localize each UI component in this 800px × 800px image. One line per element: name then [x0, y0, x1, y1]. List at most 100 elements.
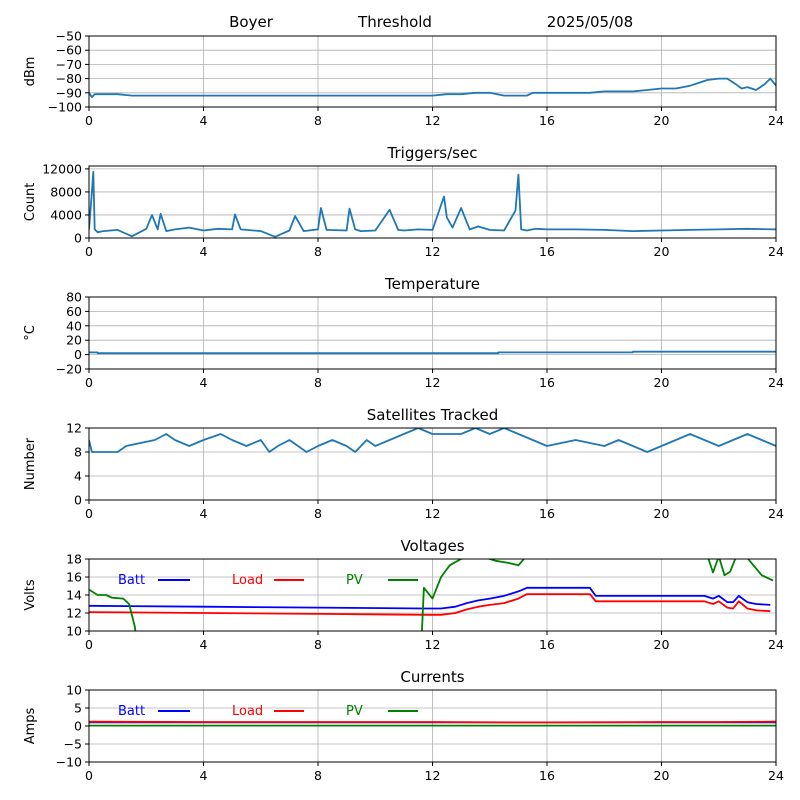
- temperature-ytick-label: 40: [66, 318, 82, 333]
- voltages-ytick-label: 14: [66, 588, 82, 603]
- temperature-ytick-label: 60: [66, 304, 82, 319]
- satellites-xtick-label: 20: [654, 506, 670, 521]
- rssi-xtick-label: 12: [425, 113, 441, 128]
- temperature-ytick-label: 0: [74, 347, 82, 362]
- voltages-title: Voltages: [400, 537, 464, 555]
- voltages-legend-label-batt: Batt: [118, 573, 145, 588]
- voltages-xtick-label: 12: [425, 637, 441, 652]
- rssi-ytick-label: −60: [56, 43, 82, 58]
- triggers-xtick-label: 0: [85, 244, 93, 259]
- triggers-ytick-label: 8000: [50, 184, 82, 199]
- voltages-xtick-label: 0: [85, 637, 93, 652]
- voltages-legend-label-pv: PV: [346, 573, 363, 588]
- temperature-xtick-label: 20: [654, 375, 670, 390]
- currents-ytick-label: 10: [66, 683, 82, 698]
- currents-legend-label-pv: PV: [346, 704, 363, 719]
- satellites-xtick-label: 24: [768, 506, 784, 521]
- mode-label: Threshold: [357, 13, 432, 31]
- triggers-ytick-label: 12000: [42, 161, 82, 176]
- currents-ytick-label: 5: [74, 701, 82, 716]
- satellites-xtick-label: 8: [314, 506, 322, 521]
- triggers-ytick-label: 0: [74, 231, 82, 246]
- temperature-ytick-label: 80: [66, 290, 82, 305]
- triggers-xtick-label: 8: [314, 244, 322, 259]
- station-label: Boyer: [229, 13, 274, 31]
- voltages-ytick-label: 16: [66, 570, 82, 585]
- voltages-xtick-label: 24: [768, 637, 784, 652]
- voltages-legend-label-load: Load: [232, 573, 263, 588]
- rssi-xtick-label: 8: [314, 113, 322, 128]
- rssi-xtick-label: 16: [539, 113, 555, 128]
- satellites-ytick-label: 12: [66, 421, 82, 436]
- currents-legend-label-batt: Batt: [118, 704, 145, 719]
- currents-legend-label-load: Load: [232, 704, 263, 719]
- panel-satellites: 0 4 8 12 16 20 24 0 4 8 12 Satellites Tracked Number: [23, 406, 784, 521]
- rssi-ytick-label: −100: [48, 100, 82, 115]
- currents-ylabel: Amps: [23, 707, 38, 744]
- temperature-xtick-label: 24: [768, 375, 784, 390]
- voltages-xtick-label: 20: [654, 637, 670, 652]
- currents-xtick-label: 4: [200, 768, 208, 783]
- temperature-xtick-label: 0: [85, 375, 93, 390]
- satellites-xtick-label: 4: [200, 506, 208, 521]
- triggers-xtick-label: 20: [654, 244, 670, 259]
- voltages-ytick-label: 12: [66, 606, 82, 621]
- rssi-ytick-label: −80: [56, 71, 82, 86]
- panel-currents: 0 4 8 12 16 20 24 −10 −5 0 5 10 Currents Amps Batt Load…: [23, 668, 784, 783]
- rssi-xtick-label: 20: [654, 113, 670, 128]
- satellites-xtick-label: 0: [85, 506, 93, 521]
- satellites-title: Satellites Tracked: [367, 406, 498, 424]
- triggers-title: Triggers/sec: [387, 144, 478, 162]
- panel-rssi: 0 4 8 12 16 20 24 −100−90−80−70−60−50 dBm: [23, 29, 784, 129]
- rssi-ytick-label: −50: [56, 29, 82, 44]
- currents-xtick-label: 12: [425, 768, 441, 783]
- triggers-xtick-label: 12: [425, 244, 441, 259]
- voltages-series-load: [89, 593, 771, 616]
- temperature-ytick-label: −20: [56, 362, 82, 377]
- temperature-xtick-label: 16: [539, 375, 555, 390]
- voltages-series-pv: [89, 559, 774, 631]
- temperature-series-0: [89, 350, 776, 355]
- rssi-ytick-label: −70: [56, 57, 82, 72]
- voltages-ytick-label: 18: [66, 552, 82, 567]
- triggers-xtick-label: 4: [200, 244, 208, 259]
- satellites-xtick-label: 12: [425, 506, 441, 521]
- satellites-ylabel: Number: [23, 437, 38, 490]
- voltages-xtick-label: 8: [314, 637, 322, 652]
- satellites-xtick-label: 16: [539, 506, 555, 521]
- currents-xtick-label: 24: [768, 768, 784, 783]
- panel-voltages: 0 4 8 12 16 20 24 10 12 14 16 18 Voltages Volts Batt Lo…: [23, 537, 784, 652]
- triggers-ytick-label: 4000: [50, 207, 82, 222]
- rssi-series-0: [89, 77, 776, 98]
- satellites-series-0: [89, 428, 776, 453]
- rssi-xtick-label: 4: [200, 113, 208, 128]
- voltages-xtick-label: 16: [539, 637, 555, 652]
- temperature-title: Temperature: [384, 275, 480, 293]
- voltages-series-batt: [89, 586, 771, 610]
- currents-title: Currents: [400, 668, 464, 686]
- temperature-xtick-label: 12: [425, 375, 441, 390]
- currents-xtick-label: 8: [314, 768, 322, 783]
- triggers-xtick-label: 16: [539, 244, 555, 259]
- voltages-xtick-label: 4: [200, 637, 208, 652]
- temperature-xtick-label: 8: [314, 375, 322, 390]
- temperature-ytick-label: 20: [66, 333, 82, 348]
- currents-xtick-label: 16: [539, 768, 555, 783]
- date-label: 2025/05/08: [547, 13, 633, 31]
- voltages-ytick-label: 10: [66, 624, 82, 639]
- panel-triggers: 0 4 8 12 16 20 24 0 4000 8000 12000 Triggers/sec Cou…: [23, 144, 784, 259]
- figure-header: Boyer Threshold 2025/05/08: [229, 13, 633, 31]
- currents-series-load: [89, 720, 776, 724]
- rssi-ylabel: dBm: [23, 57, 38, 87]
- satellites-ytick-label: 0: [74, 493, 82, 508]
- currents-ytick-label: −10: [56, 755, 82, 770]
- satellites-ytick-label: 8: [74, 445, 82, 460]
- triggers-xtick-label: 24: [768, 244, 784, 259]
- rssi-ytick-label: −90: [56, 85, 82, 100]
- temperature-ylabel: °C: [23, 325, 38, 341]
- voltages-ylabel: Volts: [23, 579, 38, 611]
- currents-xtick-label: 20: [654, 768, 670, 783]
